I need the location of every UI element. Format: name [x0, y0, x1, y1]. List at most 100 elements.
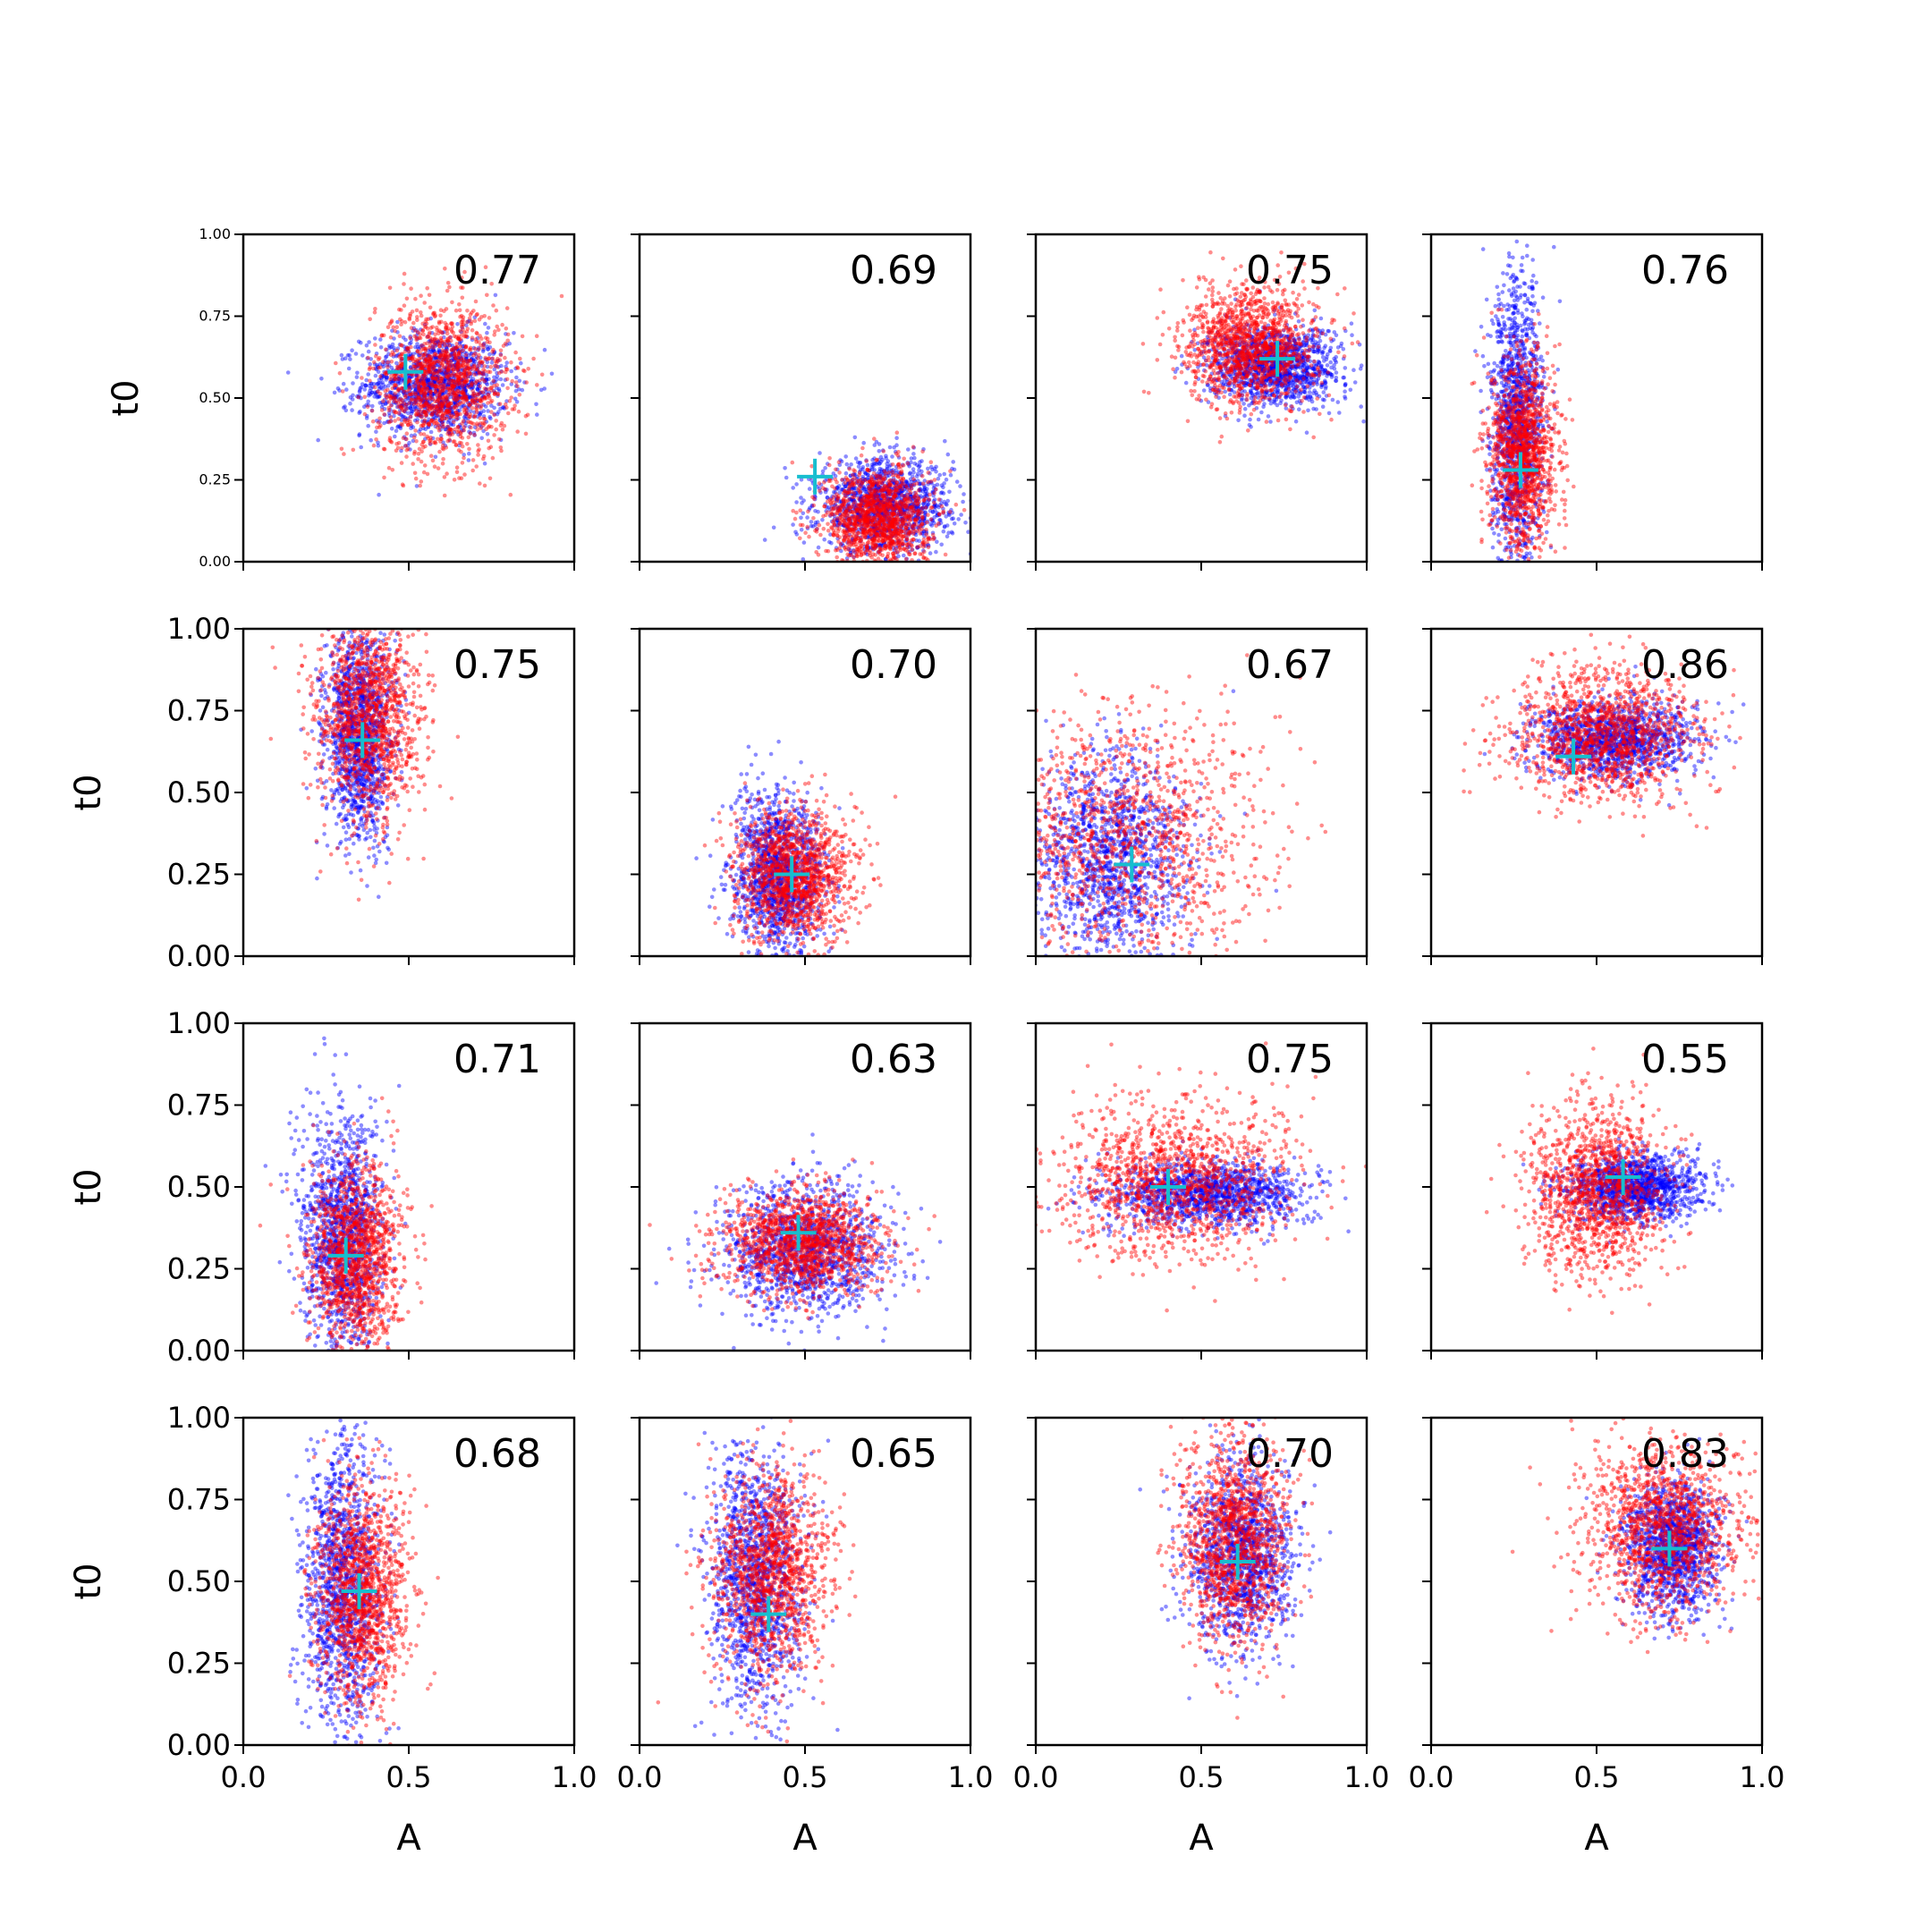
data-point-blue — [438, 395, 443, 400]
data-point-blue — [422, 366, 428, 371]
data-point-blue — [454, 417, 459, 422]
data-point-blue — [484, 373, 489, 377]
data-point-red — [512, 407, 517, 411]
data-point-blue — [392, 336, 396, 341]
data-point-blue — [446, 373, 452, 377]
data-point-blue — [345, 352, 351, 358]
data-point-blue — [429, 358, 435, 363]
data-point-blue — [415, 342, 419, 346]
data-point-red — [381, 399, 386, 403]
data-point-red — [422, 410, 428, 414]
data-point-blue — [430, 417, 436, 422]
data-point-red — [463, 379, 468, 384]
data-point-blue — [467, 394, 471, 399]
data-point-blue — [440, 402, 445, 407]
data-point-blue — [447, 430, 452, 435]
data-point-red — [458, 390, 462, 395]
data-point-red — [450, 432, 454, 436]
data-point-blue — [408, 334, 413, 339]
data-point-blue — [433, 424, 438, 429]
data-point-red — [486, 425, 491, 429]
data-point-red — [926, 513, 930, 517]
data-point-red — [431, 345, 436, 351]
data-point-red — [428, 363, 432, 369]
data-point-red — [896, 465, 902, 470]
data-point-blue — [516, 387, 521, 392]
data-point-blue — [445, 384, 450, 389]
data-point-blue — [934, 470, 938, 474]
data-point-red — [447, 409, 453, 414]
data-point-blue — [447, 406, 453, 411]
data-point-red — [420, 364, 425, 369]
data-point-blue — [429, 394, 435, 400]
data-point-blue — [391, 400, 396, 404]
data-point-blue — [489, 356, 495, 361]
data-point-red — [388, 415, 394, 419]
data-point-blue — [461, 393, 466, 398]
data-point-red — [457, 337, 462, 343]
data-point-blue — [422, 322, 428, 327]
data-point-blue — [471, 379, 477, 384]
data-point-red — [446, 401, 451, 405]
data-point-red — [926, 470, 931, 475]
data-point-blue — [856, 464, 861, 469]
data-point-blue — [498, 406, 503, 411]
data-point-blue — [428, 372, 433, 377]
data-point-blue — [410, 409, 415, 414]
data-point-red — [486, 401, 490, 405]
data-point-blue — [440, 413, 445, 419]
data-point-red — [462, 455, 466, 461]
data-point-blue — [472, 433, 477, 437]
data-point-blue — [470, 358, 476, 363]
data-point-red — [409, 398, 414, 402]
data-point-blue — [453, 395, 459, 401]
data-point-red — [374, 353, 378, 359]
data-point-red — [470, 327, 475, 333]
data-point-red — [393, 410, 398, 415]
data-point-blue — [928, 464, 934, 470]
data-point-red — [458, 314, 462, 319]
data-point-red — [453, 404, 457, 409]
data-point-blue — [453, 382, 457, 387]
data-point-red — [414, 335, 419, 341]
data-point-red — [418, 335, 423, 341]
data-point-blue — [414, 334, 419, 338]
data-point-blue — [428, 389, 433, 394]
data-point-blue — [442, 369, 446, 375]
data-point-red — [434, 389, 438, 394]
data-point-blue — [480, 349, 486, 354]
data-point-red — [830, 566, 835, 571]
data-point-blue — [428, 370, 433, 375]
data-point-blue — [420, 343, 426, 349]
data-point-red — [406, 422, 411, 428]
data-point-red — [453, 373, 458, 378]
data-point-blue — [414, 375, 419, 379]
data-point-blue — [446, 358, 451, 362]
data-point-red — [392, 399, 397, 404]
data-point-blue — [408, 366, 413, 370]
data-point-red — [418, 361, 423, 367]
data-point-red — [500, 427, 505, 432]
data-point-red — [424, 356, 428, 361]
data-point-red — [847, 482, 852, 487]
data-point-red — [467, 446, 471, 452]
data-point-red — [920, 449, 925, 454]
data-point-blue — [469, 394, 474, 399]
data-point-red — [406, 356, 411, 361]
data-point-blue — [445, 400, 450, 404]
data-point-red — [424, 395, 429, 401]
data-point-red — [498, 423, 504, 428]
data-point-red — [411, 402, 417, 406]
data-point-red — [395, 401, 401, 405]
data-point-red — [408, 392, 413, 397]
data-point-red — [460, 295, 465, 301]
data-point-blue — [425, 379, 430, 385]
data-point-red — [919, 552, 925, 556]
data-point-blue — [446, 375, 452, 379]
data-point-blue — [403, 337, 408, 343]
data-point-red — [377, 391, 383, 396]
data-point-red — [418, 483, 423, 488]
data-point-red — [864, 459, 869, 463]
data-point-blue — [461, 368, 466, 372]
data-point-blue — [484, 419, 489, 424]
